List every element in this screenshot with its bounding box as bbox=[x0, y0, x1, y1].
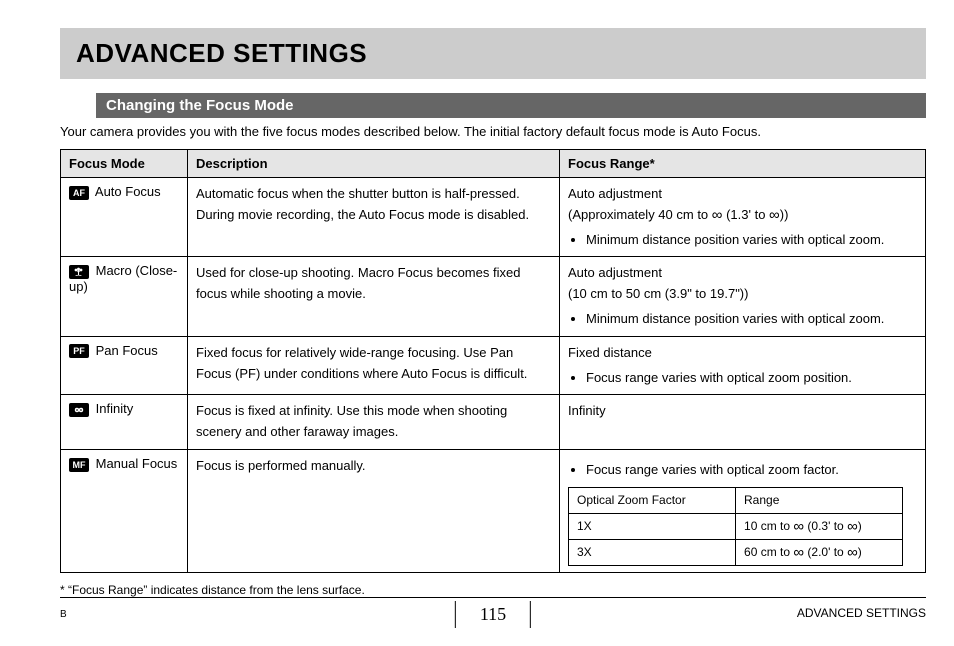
footer-rule bbox=[60, 597, 926, 598]
mode-label: Manual Focus bbox=[96, 456, 178, 471]
focus-range-cell: Auto adjustment(Approximately 40 cm to ∞… bbox=[560, 178, 926, 257]
mode-icon: AF bbox=[69, 186, 89, 200]
focus-range-cell: Focus range varies with optical zoom fac… bbox=[560, 449, 926, 572]
mode-icon bbox=[69, 265, 89, 279]
focus-range-cell: Infinity bbox=[560, 395, 926, 450]
description-cell: Focus is performed manually. bbox=[188, 449, 560, 572]
range-line: Auto adjustment bbox=[568, 184, 917, 205]
subtable-cell: 10 cm to ∞ (0.3' to ∞) bbox=[736, 513, 903, 539]
footer-page: 115 bbox=[455, 601, 531, 628]
range-line: Fixed distance bbox=[568, 343, 917, 364]
mode-icon: MF bbox=[69, 458, 89, 472]
page-root: ADVANCED SETTINGS Changing the Focus Mod… bbox=[0, 0, 954, 646]
mode-label: Auto Focus bbox=[95, 184, 161, 199]
zoom-subtable: Optical Zoom FactorRange1X10 cm to ∞ (0.… bbox=[568, 487, 903, 567]
description-cell: Focus is fixed at infinity. Use this mod… bbox=[188, 395, 560, 450]
focus-mode-cell: PF Pan Focus bbox=[61, 336, 188, 395]
footer-right: ADVANCED SETTINGS bbox=[797, 606, 926, 620]
subtable-cell: 1X bbox=[569, 513, 736, 539]
section-title: Changing the Focus Mode bbox=[96, 93, 926, 118]
focus-range-cell: Auto adjustment(10 cm to 50 cm (3.9" to … bbox=[560, 257, 926, 336]
title-bar: ADVANCED SETTINGS bbox=[60, 28, 926, 79]
subtable-cell: 3X bbox=[569, 540, 736, 566]
th-description: Description bbox=[188, 150, 560, 178]
mode-icon: PF bbox=[69, 344, 89, 358]
focus-mode-tbody: AF Auto FocusAutomatic focus when the sh… bbox=[61, 178, 926, 573]
range-line: Infinity bbox=[568, 401, 917, 422]
range-bullet: Minimum distance position varies with op… bbox=[586, 309, 917, 330]
table-row: PF Pan FocusFixed focus for relatively w… bbox=[61, 336, 926, 395]
focus-mode-cell: Macro (Close-up) bbox=[61, 257, 188, 336]
range-bullet: Focus range varies with optical zoom fac… bbox=[586, 460, 917, 481]
footnote: * “Focus Range” indicates distance from … bbox=[60, 583, 926, 597]
focus-mode-cell: Infinity bbox=[61, 395, 188, 450]
range-line: (Approximately 40 cm to ∞ (1.3' to ∞)) bbox=[568, 205, 917, 226]
range-bullets: Focus range varies with optical zoom pos… bbox=[568, 368, 917, 389]
description-cell: Automatic focus when the shutter button … bbox=[188, 178, 560, 257]
footer-left: B bbox=[60, 609, 67, 620]
subtable-cell: 60 cm to ∞ (2.0' to ∞) bbox=[736, 540, 903, 566]
range-bullets: Focus range varies with optical zoom fac… bbox=[568, 460, 917, 481]
mode-label: Infinity bbox=[96, 401, 134, 416]
range-line: Auto adjustment bbox=[568, 263, 917, 284]
range-bullet: Minimum distance position varies with op… bbox=[586, 230, 917, 251]
table-row: Macro (Close-up)Used for close-up shooti… bbox=[61, 257, 926, 336]
focus-mode-cell: AF Auto Focus bbox=[61, 178, 188, 257]
focus-mode-table: Focus Mode Description Focus Range* AF A… bbox=[60, 149, 926, 573]
mode-label: Pan Focus bbox=[96, 343, 158, 358]
table-row: MF Manual FocusFocus is performed manual… bbox=[61, 449, 926, 572]
table-row: Infinity Focus is fixed at infinity. Use … bbox=[61, 395, 926, 450]
th-focus-range: Focus Range* bbox=[560, 150, 926, 178]
page-title: ADVANCED SETTINGS bbox=[76, 38, 910, 69]
range-line: (10 cm to 50 cm (3.9" to 19.7")) bbox=[568, 284, 917, 305]
focus-range-cell: Fixed distance Focus range varies with op… bbox=[560, 336, 926, 395]
description-cell: Used for close-up shooting. Macro Focus … bbox=[188, 257, 560, 336]
focus-mode-cell: MF Manual Focus bbox=[61, 449, 188, 572]
range-bullets: Minimum distance position varies with op… bbox=[568, 309, 917, 330]
description-cell: Fixed focus for relatively wide-range fo… bbox=[188, 336, 560, 395]
mode-icon bbox=[69, 403, 89, 417]
intro-text: Your camera provides you with the five f… bbox=[60, 124, 926, 139]
range-bullets: Minimum distance position varies with op… bbox=[568, 230, 917, 251]
th-focus-mode: Focus Mode bbox=[61, 150, 188, 178]
subtable-header: Optical Zoom Factor bbox=[569, 487, 736, 513]
table-row: AF Auto FocusAutomatic focus when the sh… bbox=[61, 178, 926, 257]
range-bullet: Focus range varies with optical zoom pos… bbox=[586, 368, 917, 389]
subtable-header: Range bbox=[736, 487, 903, 513]
